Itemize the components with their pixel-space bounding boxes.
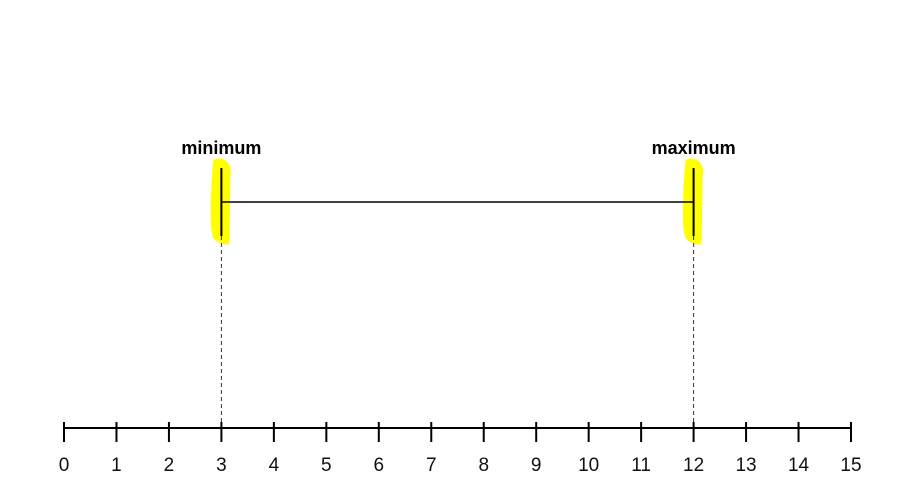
tick-label: 4 bbox=[269, 455, 280, 476]
tick-label: 12 bbox=[683, 455, 704, 476]
tick-label: 1 bbox=[111, 455, 122, 476]
tick-label: 9 bbox=[531, 455, 542, 476]
minimum-label: minimum bbox=[181, 138, 261, 158]
tick-label: 11 bbox=[631, 455, 651, 476]
tick-label: 13 bbox=[735, 455, 756, 476]
number-line: 0 1 2 3 4 5 6 7 8 9 10 11 12 13 14 15 bbox=[59, 422, 862, 476]
tick-label: 15 bbox=[840, 455, 861, 476]
range-bar bbox=[220, 168, 695, 236]
tick-label: 6 bbox=[374, 455, 385, 476]
maximum-label: maximum bbox=[652, 138, 736, 158]
tick-label: 8 bbox=[478, 455, 489, 476]
tick-label: 7 bbox=[426, 455, 437, 476]
tick-label: 0 bbox=[59, 455, 70, 476]
guide-lines bbox=[220, 236, 695, 428]
tick-label: 2 bbox=[164, 455, 175, 476]
tick-label: 3 bbox=[216, 455, 227, 476]
tick-label: 10 bbox=[578, 455, 599, 476]
tick-label: 14 bbox=[788, 455, 810, 476]
tick-label: 5 bbox=[321, 455, 332, 476]
